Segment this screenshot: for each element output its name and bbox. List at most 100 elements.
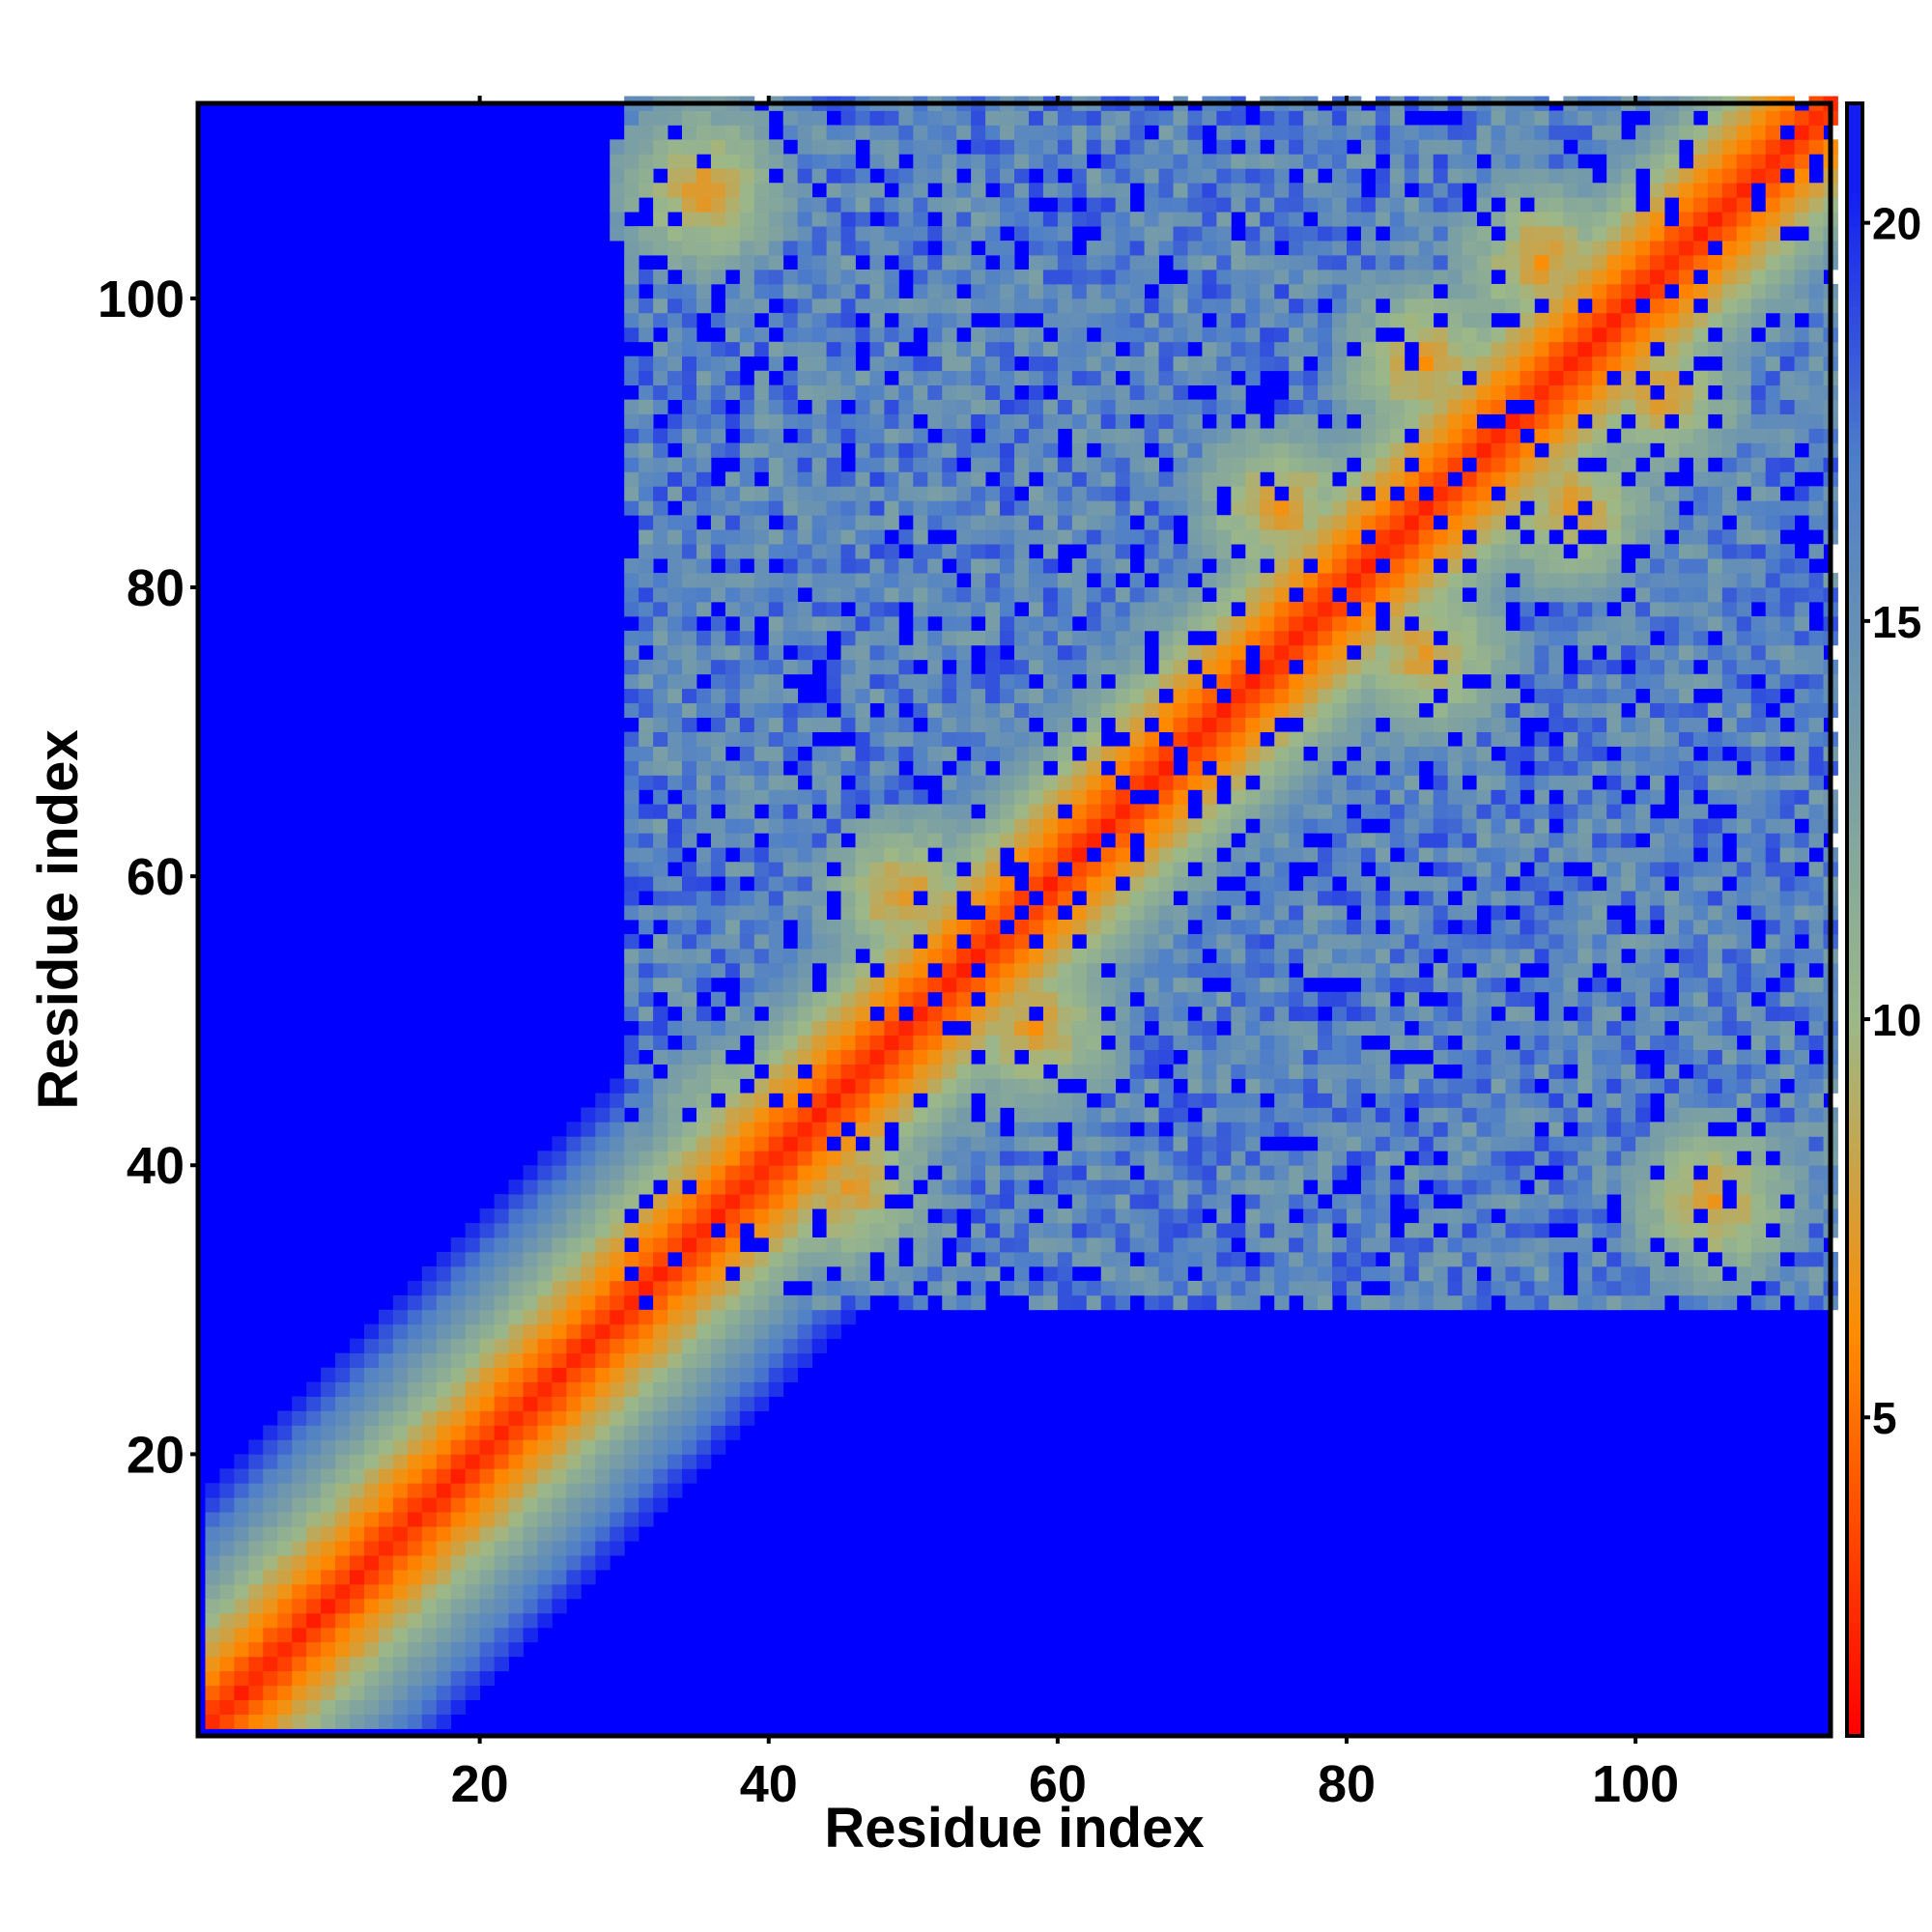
heatmap-cell (682, 962, 697, 979)
heatmap-cell (205, 1627, 220, 1643)
heatmap-cell (421, 1555, 438, 1571)
heatmap-cell (739, 905, 755, 921)
heatmap-cell (753, 673, 770, 690)
heatmap-cell (1115, 442, 1131, 458)
heatmap-cell (985, 688, 1001, 704)
heatmap-cell (811, 312, 827, 328)
heatmap-cell (696, 630, 712, 646)
heatmap-cell (1389, 544, 1406, 559)
heatmap-cell (942, 891, 957, 906)
heatmap-cell (1346, 818, 1362, 834)
heatmap-cell (696, 847, 712, 863)
heatmap-cell (624, 1078, 639, 1094)
heatmap-cell (739, 962, 755, 979)
heatmap-cell (1231, 327, 1246, 343)
heatmap-cell (1202, 1237, 1217, 1253)
heatmap-cell (855, 269, 870, 285)
heatmap-cell (1231, 1020, 1246, 1037)
heatmap-cell (1245, 529, 1261, 545)
heatmap-cell (811, 1165, 827, 1180)
heatmap-cell (1129, 1194, 1146, 1209)
heatmap-cell (869, 789, 885, 805)
heatmap-cell (624, 1294, 639, 1311)
heatmap-cell (724, 442, 741, 458)
heatmap-cell (696, 1194, 712, 1209)
heatmap-cell (465, 1323, 481, 1340)
heatmap-cell (552, 1367, 567, 1382)
heatmap-cell (1129, 977, 1146, 993)
heatmap-cell (537, 1151, 553, 1166)
heatmap-cell (797, 1107, 813, 1122)
heatmap-cell (1144, 341, 1159, 357)
heatmap-cell (624, 1410, 639, 1426)
heatmap-cell (1375, 702, 1391, 719)
heatmap-cell (811, 399, 827, 414)
heatmap-cell (956, 226, 972, 242)
heatmap-cell (1289, 1020, 1304, 1037)
heatmap-cell (1000, 515, 1015, 530)
heatmap-cell (277, 1425, 293, 1440)
heatmap-cell (465, 1265, 481, 1282)
heatmap-cell (1100, 702, 1117, 719)
heatmap-cell (450, 1483, 467, 1498)
heatmap-cell (869, 948, 885, 964)
heatmap-cell (1086, 833, 1102, 848)
heatmap-cell (595, 1151, 611, 1166)
heatmap-cell (1071, 702, 1088, 719)
heatmap-cell (782, 977, 799, 993)
heatmap-cell (436, 1367, 452, 1382)
heatmap-cell (1173, 457, 1188, 472)
heatmap-cell (811, 702, 827, 719)
heatmap-cell (956, 558, 972, 574)
heatmap-cell (942, 1049, 957, 1065)
heatmap-cell (479, 1208, 495, 1224)
heatmap-cell (956, 1237, 972, 1253)
heatmap-cell (1000, 1078, 1015, 1094)
heatmap-cell (1158, 529, 1174, 545)
heatmap-cell (753, 573, 770, 588)
heatmap-cell (1158, 486, 1174, 501)
heatmap-cell (1289, 1251, 1304, 1267)
heatmap-cell (1187, 1179, 1203, 1195)
heatmap-cell (971, 891, 986, 906)
heatmap-cell (913, 948, 928, 964)
heatmap-cell (1086, 818, 1102, 834)
heatmap-cell (739, 1294, 755, 1311)
heatmap-cell (826, 255, 841, 270)
heatmap-cell (668, 1194, 683, 1209)
heatmap-cell (1303, 760, 1319, 776)
heatmap-cell (1115, 818, 1131, 834)
heatmap-cell (898, 110, 914, 126)
heatmap-cell (985, 457, 1001, 472)
heatmap-cell (1404, 991, 1420, 1008)
heatmap-cell (1274, 471, 1290, 487)
heatmap-cell (971, 1020, 986, 1037)
heatmap-cell (350, 1598, 365, 1614)
heatmap-cell (1057, 1208, 1073, 1224)
heatmap-cell (1216, 197, 1232, 213)
heatmap-cell (768, 1064, 784, 1079)
heatmap-cell (1231, 341, 1246, 357)
heatmap-cell (653, 876, 668, 892)
heatmap-cell (1173, 471, 1188, 487)
heatmap-cell (942, 486, 957, 501)
heatmap-cell (1115, 544, 1131, 559)
heatmap-cell (1389, 442, 1406, 458)
heatmap-cell (1260, 197, 1275, 213)
heatmap-cell (653, 399, 668, 414)
heatmap-cell (1173, 399, 1188, 414)
heatmap-cell (898, 1179, 914, 1195)
heatmap-cell (869, 355, 885, 372)
heatmap-cell (436, 1251, 452, 1267)
heatmap-cell (1231, 775, 1246, 790)
heatmap-cell (624, 630, 639, 646)
heatmap-cell (855, 1294, 870, 1311)
heatmap-cell (884, 746, 899, 761)
heatmap-cell (1375, 312, 1391, 328)
heatmap-cell (811, 573, 827, 588)
heatmap-cell (624, 977, 639, 993)
heatmap-cell (971, 183, 986, 198)
heatmap-cell (710, 442, 726, 458)
heatmap-cell (1346, 125, 1362, 140)
heatmap-cell (1231, 500, 1246, 516)
